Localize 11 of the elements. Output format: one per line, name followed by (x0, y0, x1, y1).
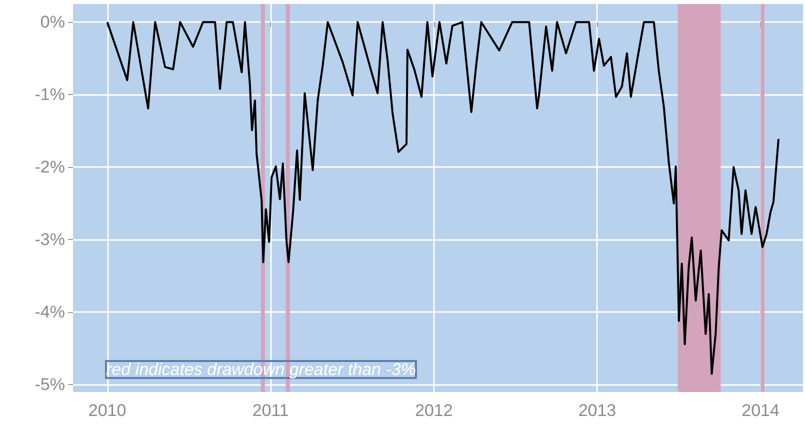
y-tick-label: -2% (34, 158, 65, 177)
x-tick-label: 2010 (88, 401, 126, 420)
y-tick-label: -1% (34, 85, 65, 104)
y-tick-label: -3% (34, 230, 65, 250)
x-tick-label: 2011 (252, 401, 289, 420)
x-tick-label: 2013 (578, 401, 616, 420)
x-tick-label: 2012 (415, 401, 453, 420)
y-tick-label: -5% (34, 375, 65, 394)
y-tick-label: 0% (40, 12, 65, 32)
y-tick-label: -4% (34, 302, 65, 322)
x-tick-label: 2014 (742, 401, 780, 420)
